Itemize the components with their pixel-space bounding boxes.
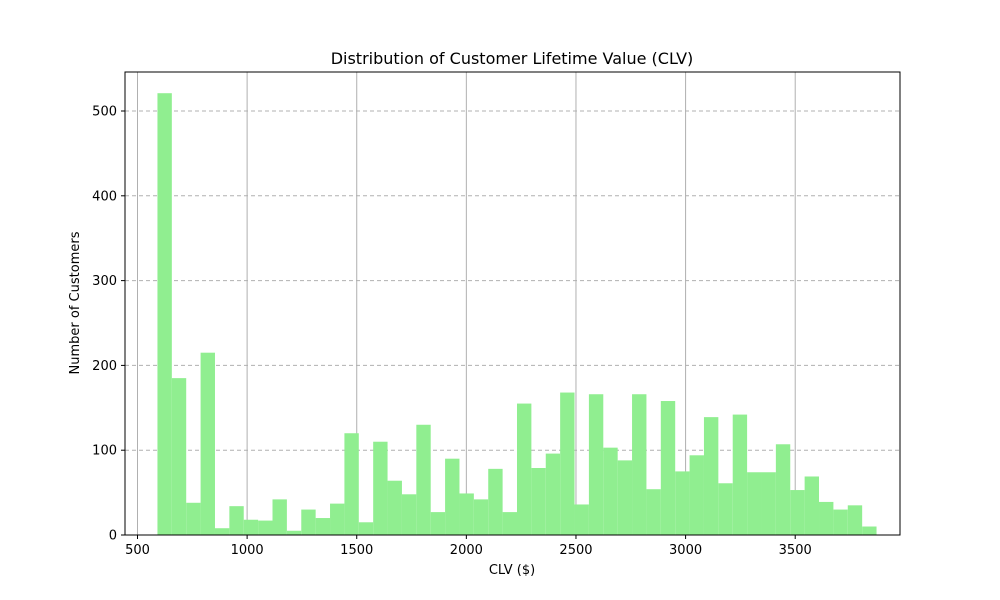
histogram-bar xyxy=(315,518,331,535)
x-tick-label: 500 xyxy=(125,543,150,558)
x-tick-label: 2500 xyxy=(559,543,592,558)
x-axis-label: CLV ($) xyxy=(489,563,535,578)
histogram-bar xyxy=(761,472,776,535)
histogram-bar xyxy=(632,394,647,535)
histogram-bar xyxy=(775,444,791,535)
histogram-bar xyxy=(200,352,215,535)
histogram-bar xyxy=(617,460,633,535)
y-axis-label: Number of Customers xyxy=(68,231,83,374)
histogram-bar xyxy=(833,509,848,535)
histogram-bar xyxy=(214,528,230,535)
histogram-bar xyxy=(574,504,589,535)
histogram-bar xyxy=(732,414,748,535)
histogram-bar xyxy=(502,512,517,535)
histogram-bar xyxy=(430,512,446,535)
histogram-bar xyxy=(804,476,820,535)
histogram-bar xyxy=(588,394,604,535)
histogram-bar xyxy=(862,526,877,535)
x-tick-label: 1000 xyxy=(231,543,264,558)
histogram-bar xyxy=(416,424,431,535)
histogram-bar xyxy=(646,489,661,535)
histogram-bar xyxy=(344,433,359,535)
y-tick-label: 300 xyxy=(92,274,117,289)
histogram-bar xyxy=(603,447,618,535)
histogram-bar xyxy=(330,503,345,535)
histogram-bar xyxy=(258,520,273,535)
histogram-bars xyxy=(157,93,877,535)
histogram-bar xyxy=(229,506,244,535)
histogram-bar xyxy=(790,490,805,535)
histogram-bar xyxy=(186,502,201,535)
histogram-bar xyxy=(401,494,417,535)
histogram-bar xyxy=(847,505,863,535)
y-axis-ticks: 0 100 200 300 400 500 xyxy=(92,105,125,544)
histogram-bar xyxy=(516,403,532,535)
x-tick-label: 2000 xyxy=(450,543,483,558)
histogram-bar xyxy=(689,455,704,535)
histogram-bar xyxy=(560,392,575,535)
histogram-bar xyxy=(660,401,676,535)
y-tick-label: 0 xyxy=(109,529,117,544)
histogram-bar xyxy=(819,501,834,535)
histogram-bar xyxy=(675,471,690,535)
histogram-bar xyxy=(358,522,374,535)
histogram-bar xyxy=(488,468,503,535)
x-axis-ticks: 500 1000 1500 2000 2500 3000 3500 xyxy=(125,535,812,558)
chart-title: Distribution of Customer Lifetime Value … xyxy=(331,49,694,68)
plot-frame xyxy=(124,71,901,536)
histogram-bar xyxy=(171,378,187,535)
histogram-bar xyxy=(243,519,259,535)
histogram-bar xyxy=(157,93,172,535)
x-tick-label: 3500 xyxy=(779,543,812,558)
y-tick-label: 500 xyxy=(92,105,117,120)
histogram-bar xyxy=(272,499,287,535)
histogram-bar xyxy=(545,453,561,535)
histogram-bar xyxy=(718,483,733,535)
histogram-bar xyxy=(703,417,719,535)
histogram-bar xyxy=(747,472,762,535)
histogram-bar xyxy=(373,441,388,535)
histogram-bar xyxy=(445,458,460,535)
x-tick-label: 1500 xyxy=(340,543,373,558)
histogram-bar xyxy=(473,499,489,535)
histogram-bar xyxy=(531,468,546,535)
histogram-bar xyxy=(301,509,316,535)
x-tick-label: 3000 xyxy=(669,543,702,558)
histogram-bar xyxy=(286,530,302,535)
histogram-bar xyxy=(387,480,402,535)
y-tick-label: 100 xyxy=(92,444,117,459)
grid-lines xyxy=(125,72,900,535)
y-tick-label: 400 xyxy=(92,189,117,204)
histogram-bar xyxy=(459,493,474,535)
y-tick-label: 200 xyxy=(92,359,117,374)
